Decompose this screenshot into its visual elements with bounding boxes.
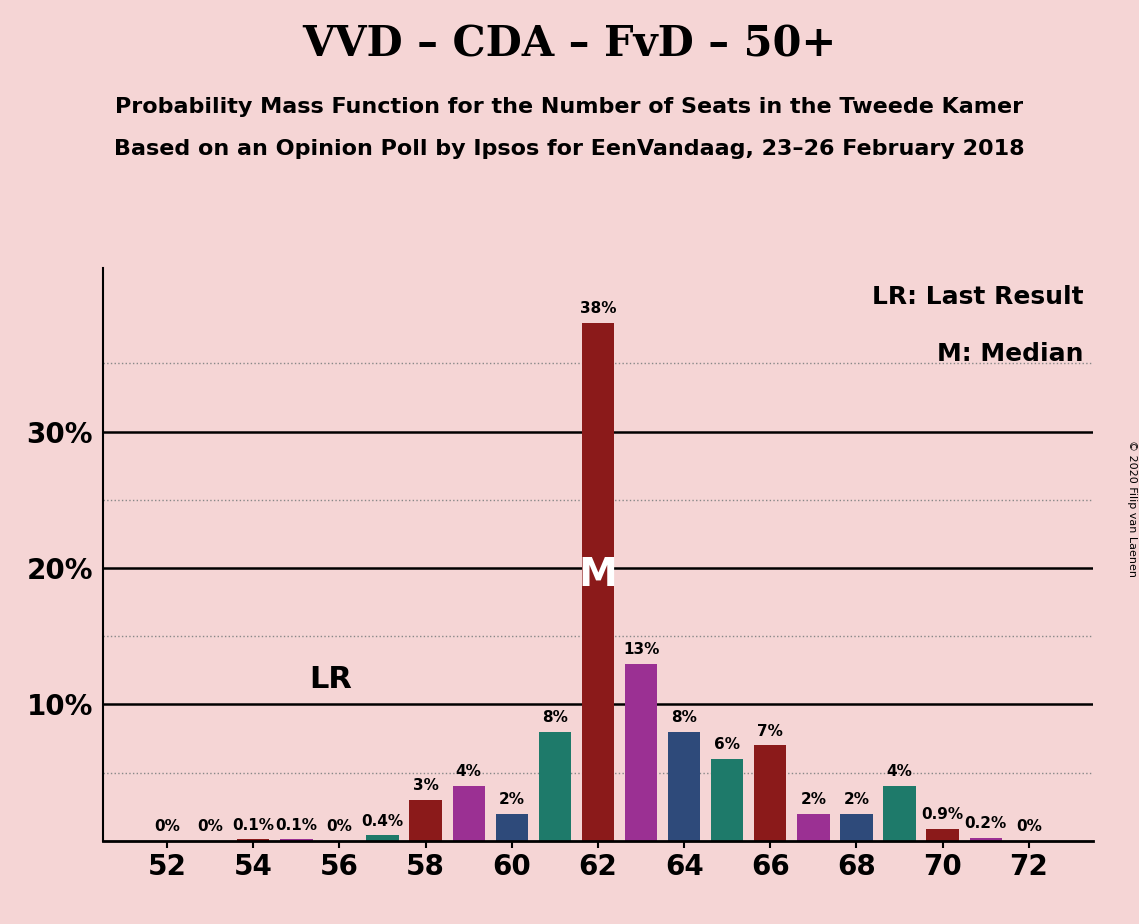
Text: 0.2%: 0.2% <box>965 816 1007 832</box>
Text: 0.4%: 0.4% <box>361 813 403 829</box>
Text: M: Median: M: Median <box>937 343 1083 367</box>
Text: 0.1%: 0.1% <box>232 818 274 833</box>
Text: 2%: 2% <box>801 792 827 807</box>
Text: 8%: 8% <box>671 710 697 725</box>
Bar <box>797 813 829 841</box>
Bar <box>582 322 614 841</box>
Text: 2%: 2% <box>844 792 869 807</box>
Bar <box>452 786 485 841</box>
Text: 13%: 13% <box>623 641 659 657</box>
Text: 4%: 4% <box>456 764 482 780</box>
Text: © 2020 Filip van Laenen: © 2020 Filip van Laenen <box>1126 440 1137 577</box>
Text: 6%: 6% <box>714 737 740 752</box>
Text: 0.9%: 0.9% <box>921 807 964 821</box>
Text: 0.1%: 0.1% <box>276 818 318 833</box>
Bar <box>667 732 700 841</box>
Text: LR: Last Result: LR: Last Result <box>872 286 1083 310</box>
Text: 4%: 4% <box>886 764 912 780</box>
Bar <box>280 840 312 841</box>
Text: Probability Mass Function for the Number of Seats in the Tweede Kamer: Probability Mass Function for the Number… <box>115 97 1024 117</box>
Bar <box>367 835 399 841</box>
Bar <box>711 759 744 841</box>
Bar <box>410 800 442 841</box>
Text: M: M <box>579 556 617 594</box>
Text: 7%: 7% <box>757 723 784 738</box>
Text: 38%: 38% <box>580 300 616 316</box>
Bar <box>926 829 959 841</box>
Text: 3%: 3% <box>412 778 439 793</box>
Text: 0%: 0% <box>1016 819 1042 834</box>
Bar <box>237 840 270 841</box>
Text: VVD – CDA – FvD – 50+: VVD – CDA – FvD – 50+ <box>302 23 837 65</box>
Bar <box>884 786 916 841</box>
Bar <box>754 746 786 841</box>
Bar <box>841 813 872 841</box>
Bar <box>539 732 571 841</box>
Bar <box>969 838 1002 841</box>
Text: 0%: 0% <box>327 819 352 834</box>
Bar <box>625 663 657 841</box>
Text: 2%: 2% <box>499 792 525 807</box>
Text: 0%: 0% <box>197 819 223 834</box>
Text: 0%: 0% <box>154 819 180 834</box>
Text: Based on an Opinion Poll by Ipsos for EenVandaag, 23–26 February 2018: Based on an Opinion Poll by Ipsos for Ee… <box>114 139 1025 159</box>
Text: LR: LR <box>310 664 352 694</box>
Bar <box>495 813 528 841</box>
Text: 8%: 8% <box>542 710 568 725</box>
